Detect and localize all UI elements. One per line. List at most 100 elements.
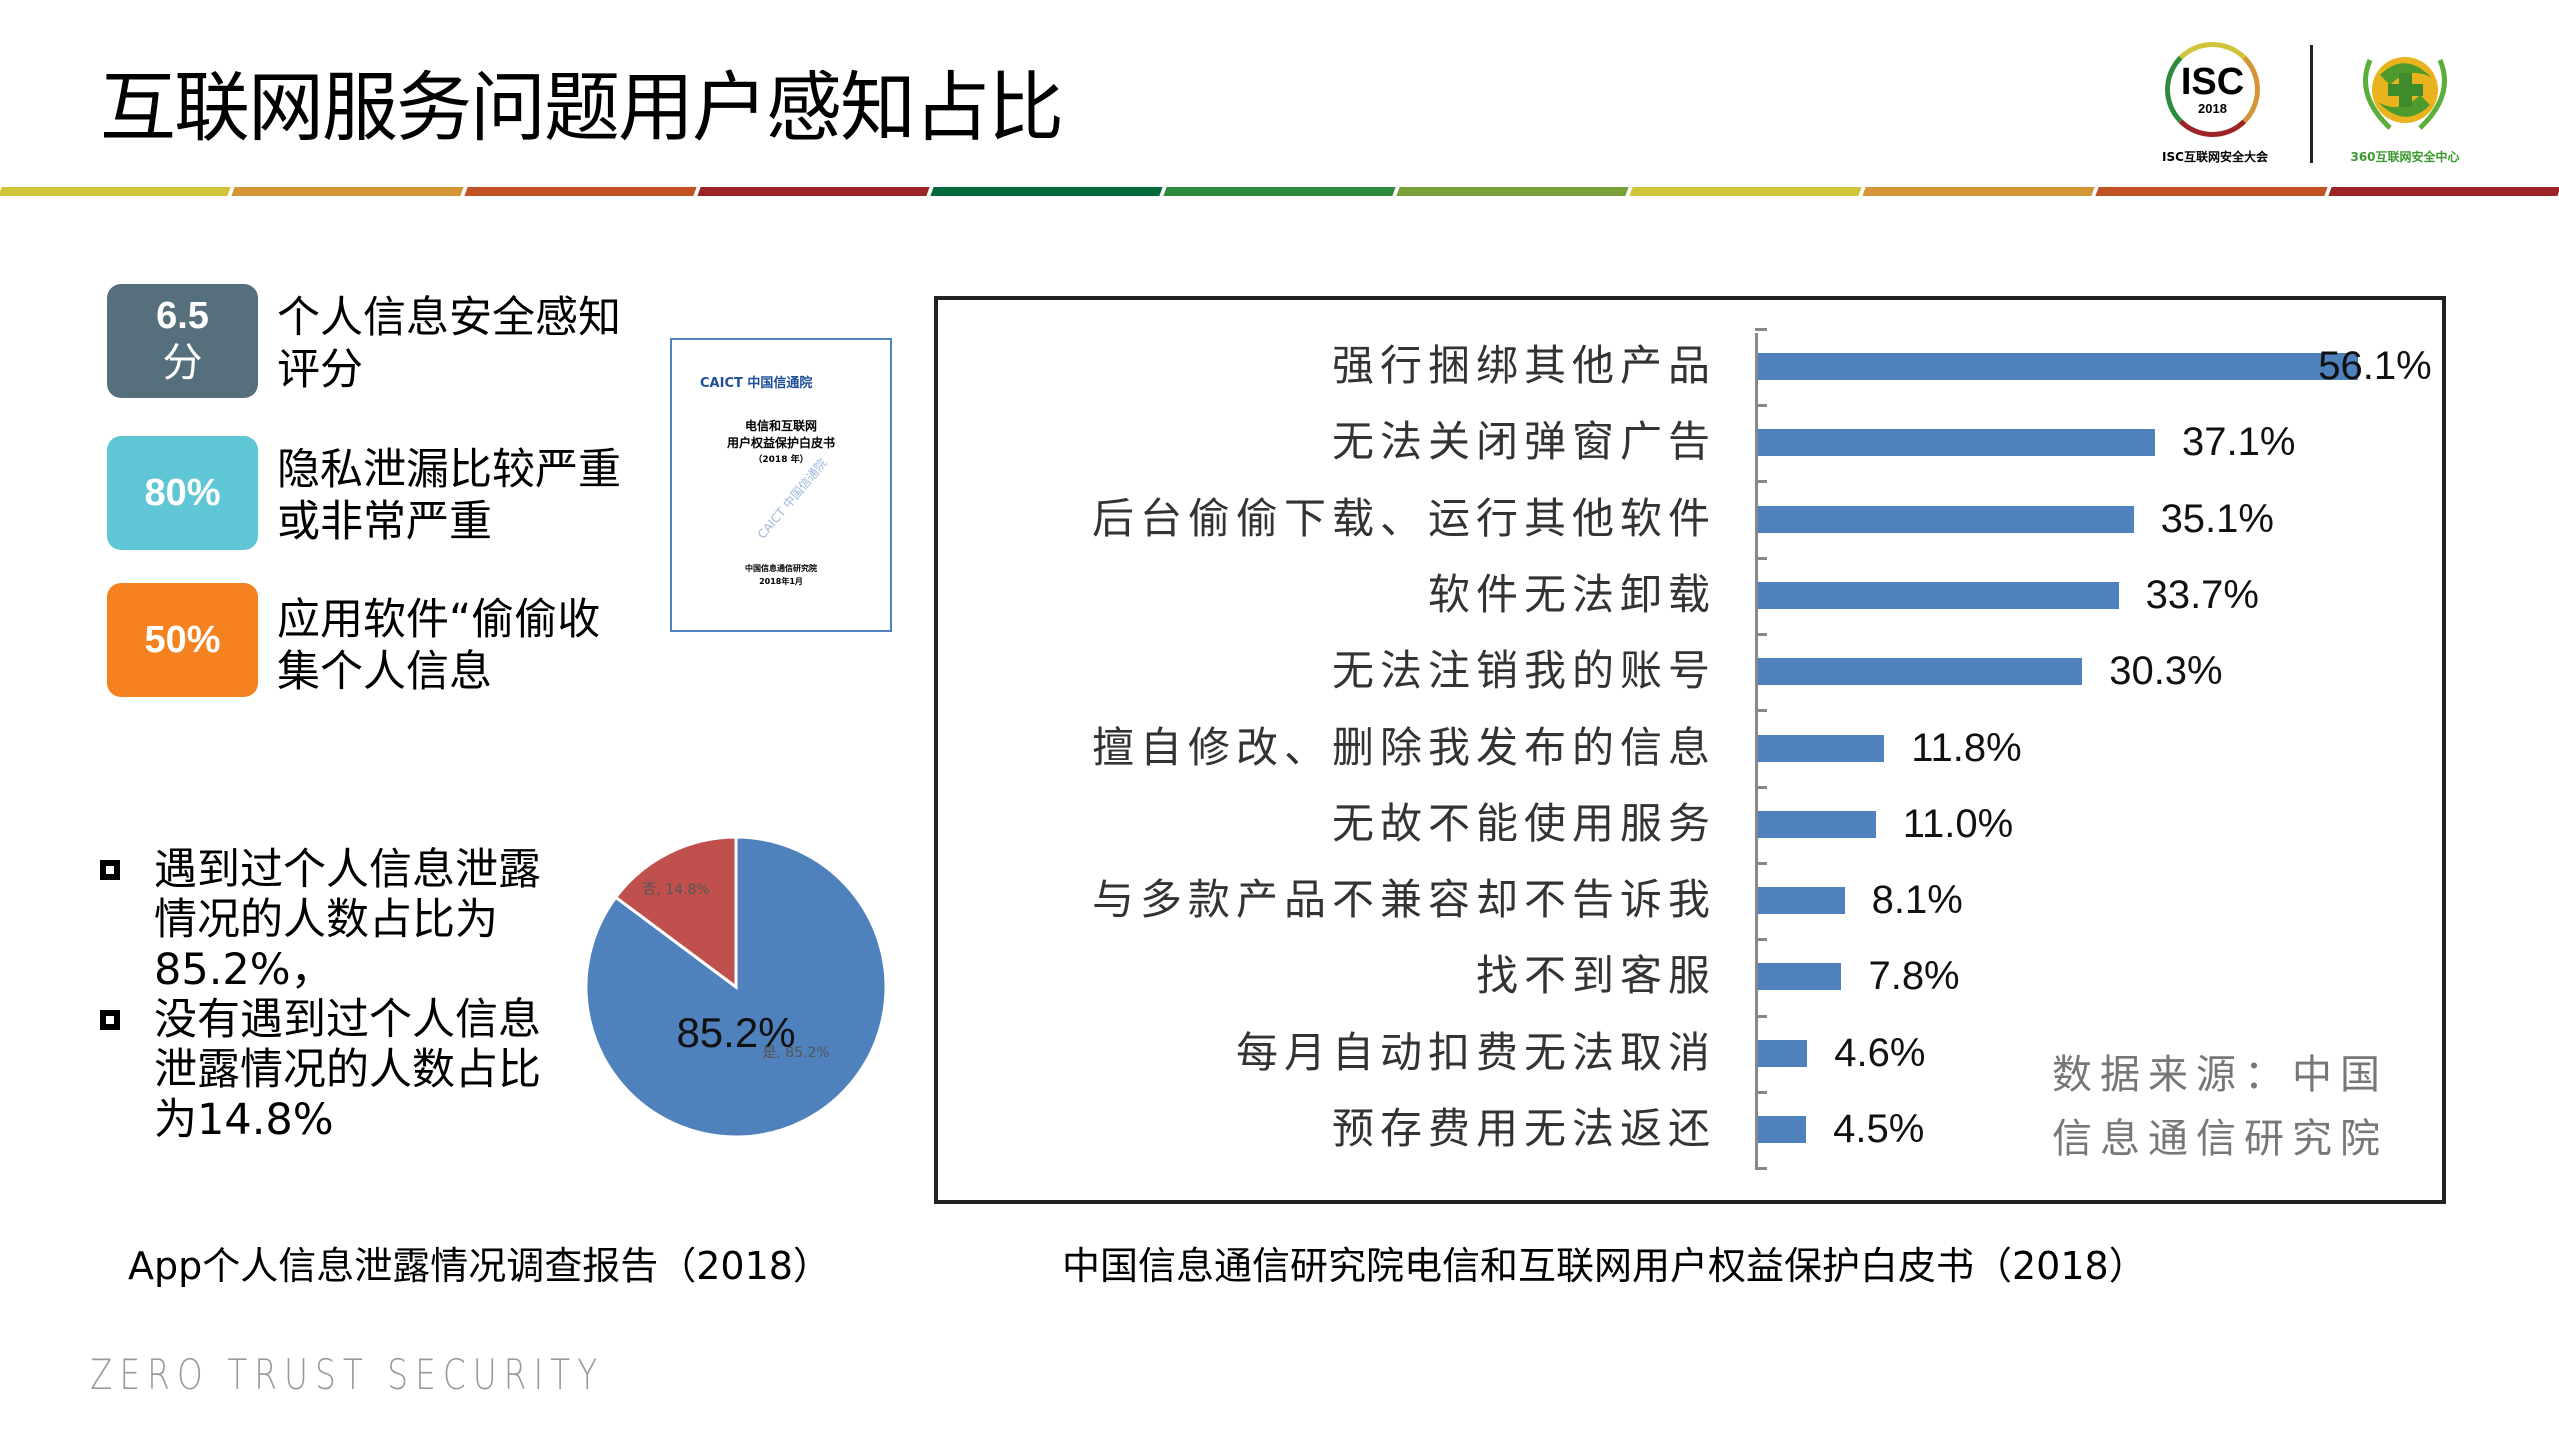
bar-value-label: 11.0% [1902,801,2014,846]
left-caption: App个人信息泄露情况调查报告（2018） [128,1244,831,1288]
bar-value-label: 33.7% [2145,572,2259,617]
isc-logo-year: 2018 [2198,100,2227,116]
stripe-segment [464,187,697,196]
bar-category-label: 预存费用无法返还 [1331,1104,1716,1153]
stat-value: 80% [144,472,221,514]
axis-tick [1755,861,1767,865]
stripe-segment [231,187,464,196]
right-caption: 中国信息通信研究院电信和互联网用户权益保护白皮书（2018） [1062,1244,2147,1288]
stat-box-privacy: 80% [107,436,258,550]
bullet-list: 遇到过个人信息泄露情况的人数占比为85.2%， 没有遇到过个人信息泄露情况的人数… [100,845,560,1145]
axis-tick [1755,938,1767,942]
doc-footer-line: 中国信息通信研究院 [745,564,817,573]
bar [1758,887,1845,915]
axis-tick [1755,709,1767,713]
pie-chart: 是, 85.2% 否, 14.8% 85.2% [584,835,888,1139]
pie-slice-label: 是, 85.2% [762,1045,829,1061]
bar [1758,429,2155,457]
bar-category-label: 找不到客服 [1475,951,1716,1001]
bar-value-label: 4.6% [1834,1030,1926,1075]
bar [1758,581,2119,609]
stripe-segment [930,187,1163,196]
stripe-segment [1629,187,1862,196]
stat-label: 隐私泄漏比较严重或非常严重 [277,445,621,547]
stripe-segment [2328,187,2559,196]
bar-value-label: 37.1% [2181,420,2296,465]
isc-logo-text: ISC [2180,60,2245,103]
stat-label: 应用软件“偷偷收集个人信息 [277,595,601,697]
doc-footer-line: 2018年1月 [759,577,803,586]
bar-value-label: 4.5% [1833,1107,1925,1151]
doc-title-line: 用户权益保护白皮书 [726,436,835,450]
bar-value-label: 35.1% [2160,496,2274,541]
square-bullet-icon [100,860,120,880]
page-title: 互联网服务问题用户感知占比 [100,63,1064,152]
isc-logo: ISC 2018 [2165,42,2260,137]
doc-title-line: （2018 年） [753,455,809,465]
bar-category-label: 无故不能使用服务 [1331,798,1716,848]
logo-divider [2310,45,2313,163]
square-bullet-icon [100,1010,120,1030]
bar [1758,963,1842,991]
bar [1758,1116,1807,1143]
bar [1758,505,2134,533]
axis-tick [1755,327,1767,331]
stat-box-collect: 50% [107,583,258,697]
bar [1758,734,1885,762]
stat-value: 50% [144,619,221,661]
axis-tick [1755,785,1767,789]
bar-category-label: 与多款产品不兼容却不告诉我 [1091,875,1716,925]
pie-slice [613,835,738,990]
bar-category-label: 软件无法卸载 [1427,569,1716,619]
stat-box-score: 6.5 分 [107,284,258,398]
bar [1758,810,1876,838]
axis-tick [1755,1014,1767,1018]
stripe-segment [1862,187,2095,196]
bar-category-label: 后台偷偷下载、运行其他软件 [1091,493,1716,543]
axis-tick [1755,404,1767,408]
caict-brand: CAICT 中国信通院 [700,376,813,391]
pie-slice-label: 否, 14.8% [642,882,709,898]
axis-tick [1755,480,1767,484]
bar-value-label: 7.8% [1868,954,1960,999]
stripe-segment [0,187,231,196]
bar-value-label: 30.3% [2109,649,2223,694]
stat-unit: 分 [162,341,203,385]
bar-chart-frame [934,296,2446,1204]
stripe-segment [1396,187,1629,196]
bar [1758,658,2083,686]
axis-tick [1755,1167,1767,1171]
doc-title: 电信和互联网 用户权益保护白皮书 （2018 年） [672,418,890,469]
header-stripe [0,187,2559,196]
360-shield-icon [2363,57,2447,130]
doc-footer: 中国信息通信研究院 2018年1月 [672,562,890,588]
bar-value-label: 11.8% [1911,725,2022,770]
bar [1758,353,2359,380]
stripe-segment [697,187,930,196]
bar-category-label: 擅自修改、删除我发布的信息 [1091,722,1716,772]
isc-logo-caption: ISC互联网安全大会 [2162,150,2268,164]
stripe-segment [1163,187,1396,196]
bullet-item: 没有遇到过个人信息泄露情况的人数占比为14.8% [100,995,560,1145]
bullet-text: 遇到过个人信息泄露情况的人数占比为85.2%， [154,845,541,995]
bullet-item: 遇到过个人信息泄露情况的人数占比为85.2%， [100,845,560,995]
bar-chart-axis [1755,333,1758,1169]
stripe-segment [2095,187,2328,196]
doc-title-line: 电信和互联网 [744,419,817,433]
360-logo-caption: 360互联网安全中心 [2350,150,2460,164]
whitepaper-thumbnail: CAICT 中国信通院 电信和互联网 用户权益保护白皮书 （2018 年） CA… [670,338,892,632]
stat-label: 个人信息安全感知评分 [277,293,621,395]
bar-category-label: 每月自动扣费无法取消 [1235,1027,1716,1077]
bar-value-label: 56.1% [2318,344,2432,388]
stat-value: 6.5 [156,295,209,337]
axis-tick [1755,556,1767,560]
bar-category-label: 无法关闭弹窗广告 [1331,417,1716,467]
bar-category-label: 强行捆绑其他产品 [1331,341,1716,390]
footer-brand: ZERO TRUST SECURITY [90,1350,605,1399]
bar-value-label: 8.1% [1871,878,1963,923]
bar [1758,1039,1808,1067]
bullet-text: 没有遇到过个人信息泄露情况的人数占比为14.8% [154,995,541,1145]
axis-tick [1755,1090,1767,1094]
pie-center-label: 85.2% [676,1009,795,1056]
data-source-note: 数据来源：中国信息通信研究院 [2052,1052,2388,1162]
